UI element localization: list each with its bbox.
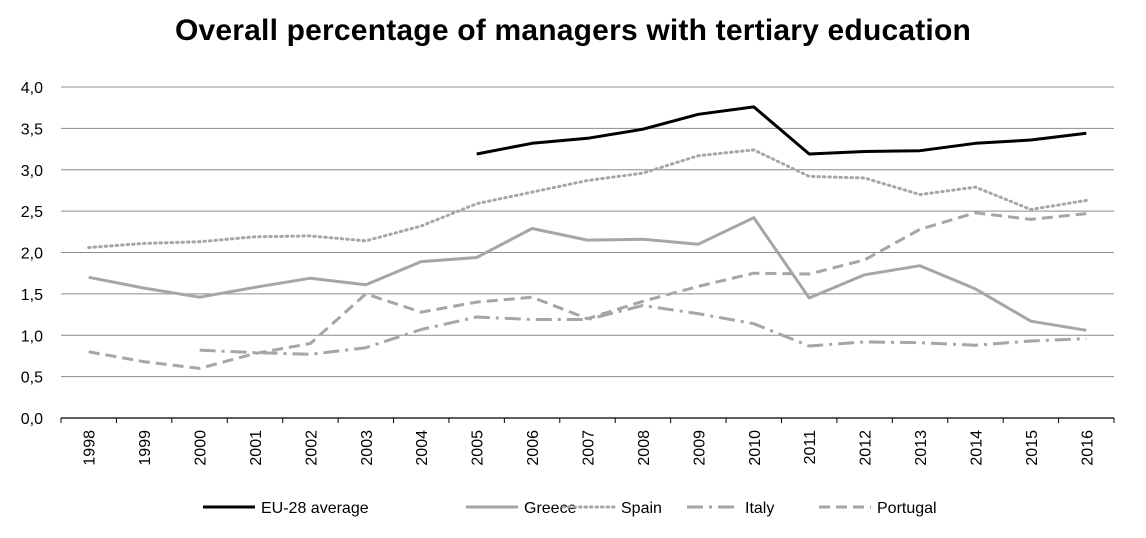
y-tick-label: 2,5 xyxy=(21,204,43,221)
legend-label: EU-28 average xyxy=(261,500,369,517)
legend-label: Greece xyxy=(524,500,577,517)
gridlines xyxy=(61,86,1114,419)
series-line-italy xyxy=(199,304,1087,356)
legend-label: Italy xyxy=(745,500,774,517)
y-tick-label: 1,0 xyxy=(21,328,43,345)
x-tick-label: 2006 xyxy=(525,430,542,466)
y-tick-label: 3,0 xyxy=(21,163,43,180)
x-tick-label: 2015 xyxy=(1024,430,1041,466)
series-lines xyxy=(87,105,1088,370)
series-line-portugal xyxy=(88,211,1087,370)
legend-label: Spain xyxy=(621,500,662,517)
x-tick-label: 2016 xyxy=(1079,430,1096,466)
x-tick-label: 2010 xyxy=(747,430,764,466)
x-tick-label: 2001 xyxy=(248,430,265,466)
x-axis-ticks: 1998 1999 2000 2001 2002 2003 2004 2005 2006 2007… xyxy=(60,418,1115,466)
x-tick-label: 2014 xyxy=(968,430,985,466)
y-tick-label: 3,5 xyxy=(21,121,43,138)
y-tick-label: 1,5 xyxy=(21,287,43,304)
series-line-spain xyxy=(87,148,1088,249)
x-tick-label: 2007 xyxy=(581,430,598,466)
x-tick-label: 2003 xyxy=(359,430,376,466)
x-tick-label: 2013 xyxy=(913,430,930,466)
legend: EU-28 average Greece Spain Italy Portugal xyxy=(203,500,937,517)
x-tick-label: 2004 xyxy=(414,430,431,466)
series-line-greece xyxy=(88,216,1087,332)
chart-title: Overall percentage of managers with tert… xyxy=(174,14,972,47)
y-tick-label: 0,5 xyxy=(21,370,43,387)
y-axis-ticks: 0,0 0,5 1,0 1,5 2,0 2,5 3,0 3,5 4,0 xyxy=(21,80,43,428)
y-tick-label: 0,0 xyxy=(21,411,43,428)
x-tick-label: 2002 xyxy=(303,430,320,466)
x-tick-label: 2008 xyxy=(636,430,653,466)
x-tick-label: 2000 xyxy=(193,430,210,466)
legend-label: Portugal xyxy=(877,500,937,517)
x-tick-label: 2009 xyxy=(691,430,708,466)
y-tick-label: 2,0 xyxy=(21,246,43,263)
x-tick-label: 2011 xyxy=(802,430,819,465)
x-tick-label: 2012 xyxy=(858,430,875,466)
y-tick-label: 4,0 xyxy=(21,80,43,97)
x-tick-label: 1998 xyxy=(82,430,99,466)
x-tick-label: 2005 xyxy=(470,430,487,466)
x-tick-label: 1999 xyxy=(137,430,154,466)
series-line-eu-28-average xyxy=(476,105,1087,156)
